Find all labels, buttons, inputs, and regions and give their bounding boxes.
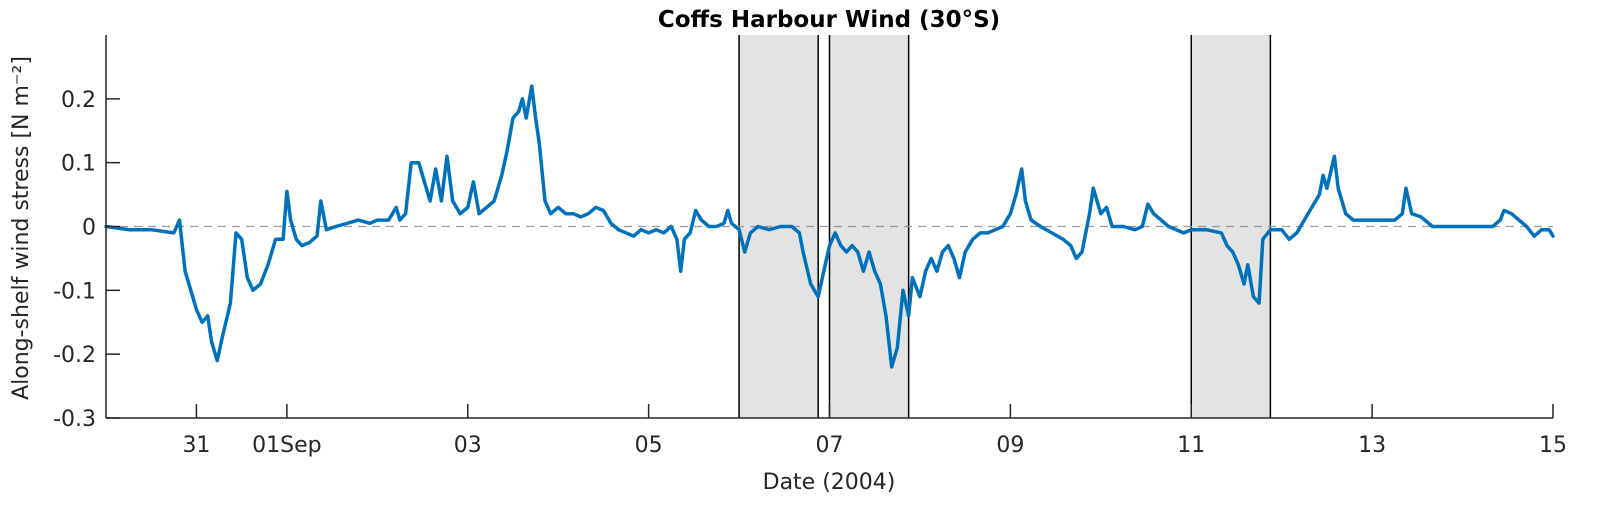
x-tick-label-1: 01Sep	[252, 433, 321, 458]
x-tick-label-6: 11	[1177, 433, 1205, 458]
series-layer	[104, 84, 1555, 369]
y-axis-label: Along-shelf wind stress [N m⁻²]	[9, 56, 34, 400]
y-tick-label-1: -0.2	[53, 343, 96, 368]
x-tick-label-4: 07	[816, 433, 844, 458]
y-tick-label-0: -0.3	[53, 407, 96, 432]
y-tick-label-3: 0	[82, 216, 96, 241]
x-tick-label-7: 13	[1358, 433, 1386, 458]
y-tick-label-4: 0.1	[61, 152, 96, 177]
y-tick-label-2: -0.1	[53, 279, 96, 304]
y-tick-label-5: 0.2	[61, 88, 96, 113]
x-tick-label-0: 31	[182, 433, 210, 458]
x-tick-label-2: 03	[454, 433, 482, 458]
chart-title: Coffs Harbour Wind (30°S)	[658, 7, 1000, 33]
y-axis-ticks: -0.3 -0.2 -0.1 0 0.1 0.2	[53, 88, 120, 432]
x-axis-label: Date (2004)	[763, 470, 896, 495]
series-line-0	[104, 84, 1555, 369]
x-tick-label-8: 15	[1539, 433, 1567, 458]
x-axis-ticks: 31 01Sep 03 05 07 09 11 13 15	[182, 404, 1567, 458]
x-tick-label-3: 05	[635, 433, 663, 458]
x-tick-label-5: 09	[996, 433, 1024, 458]
